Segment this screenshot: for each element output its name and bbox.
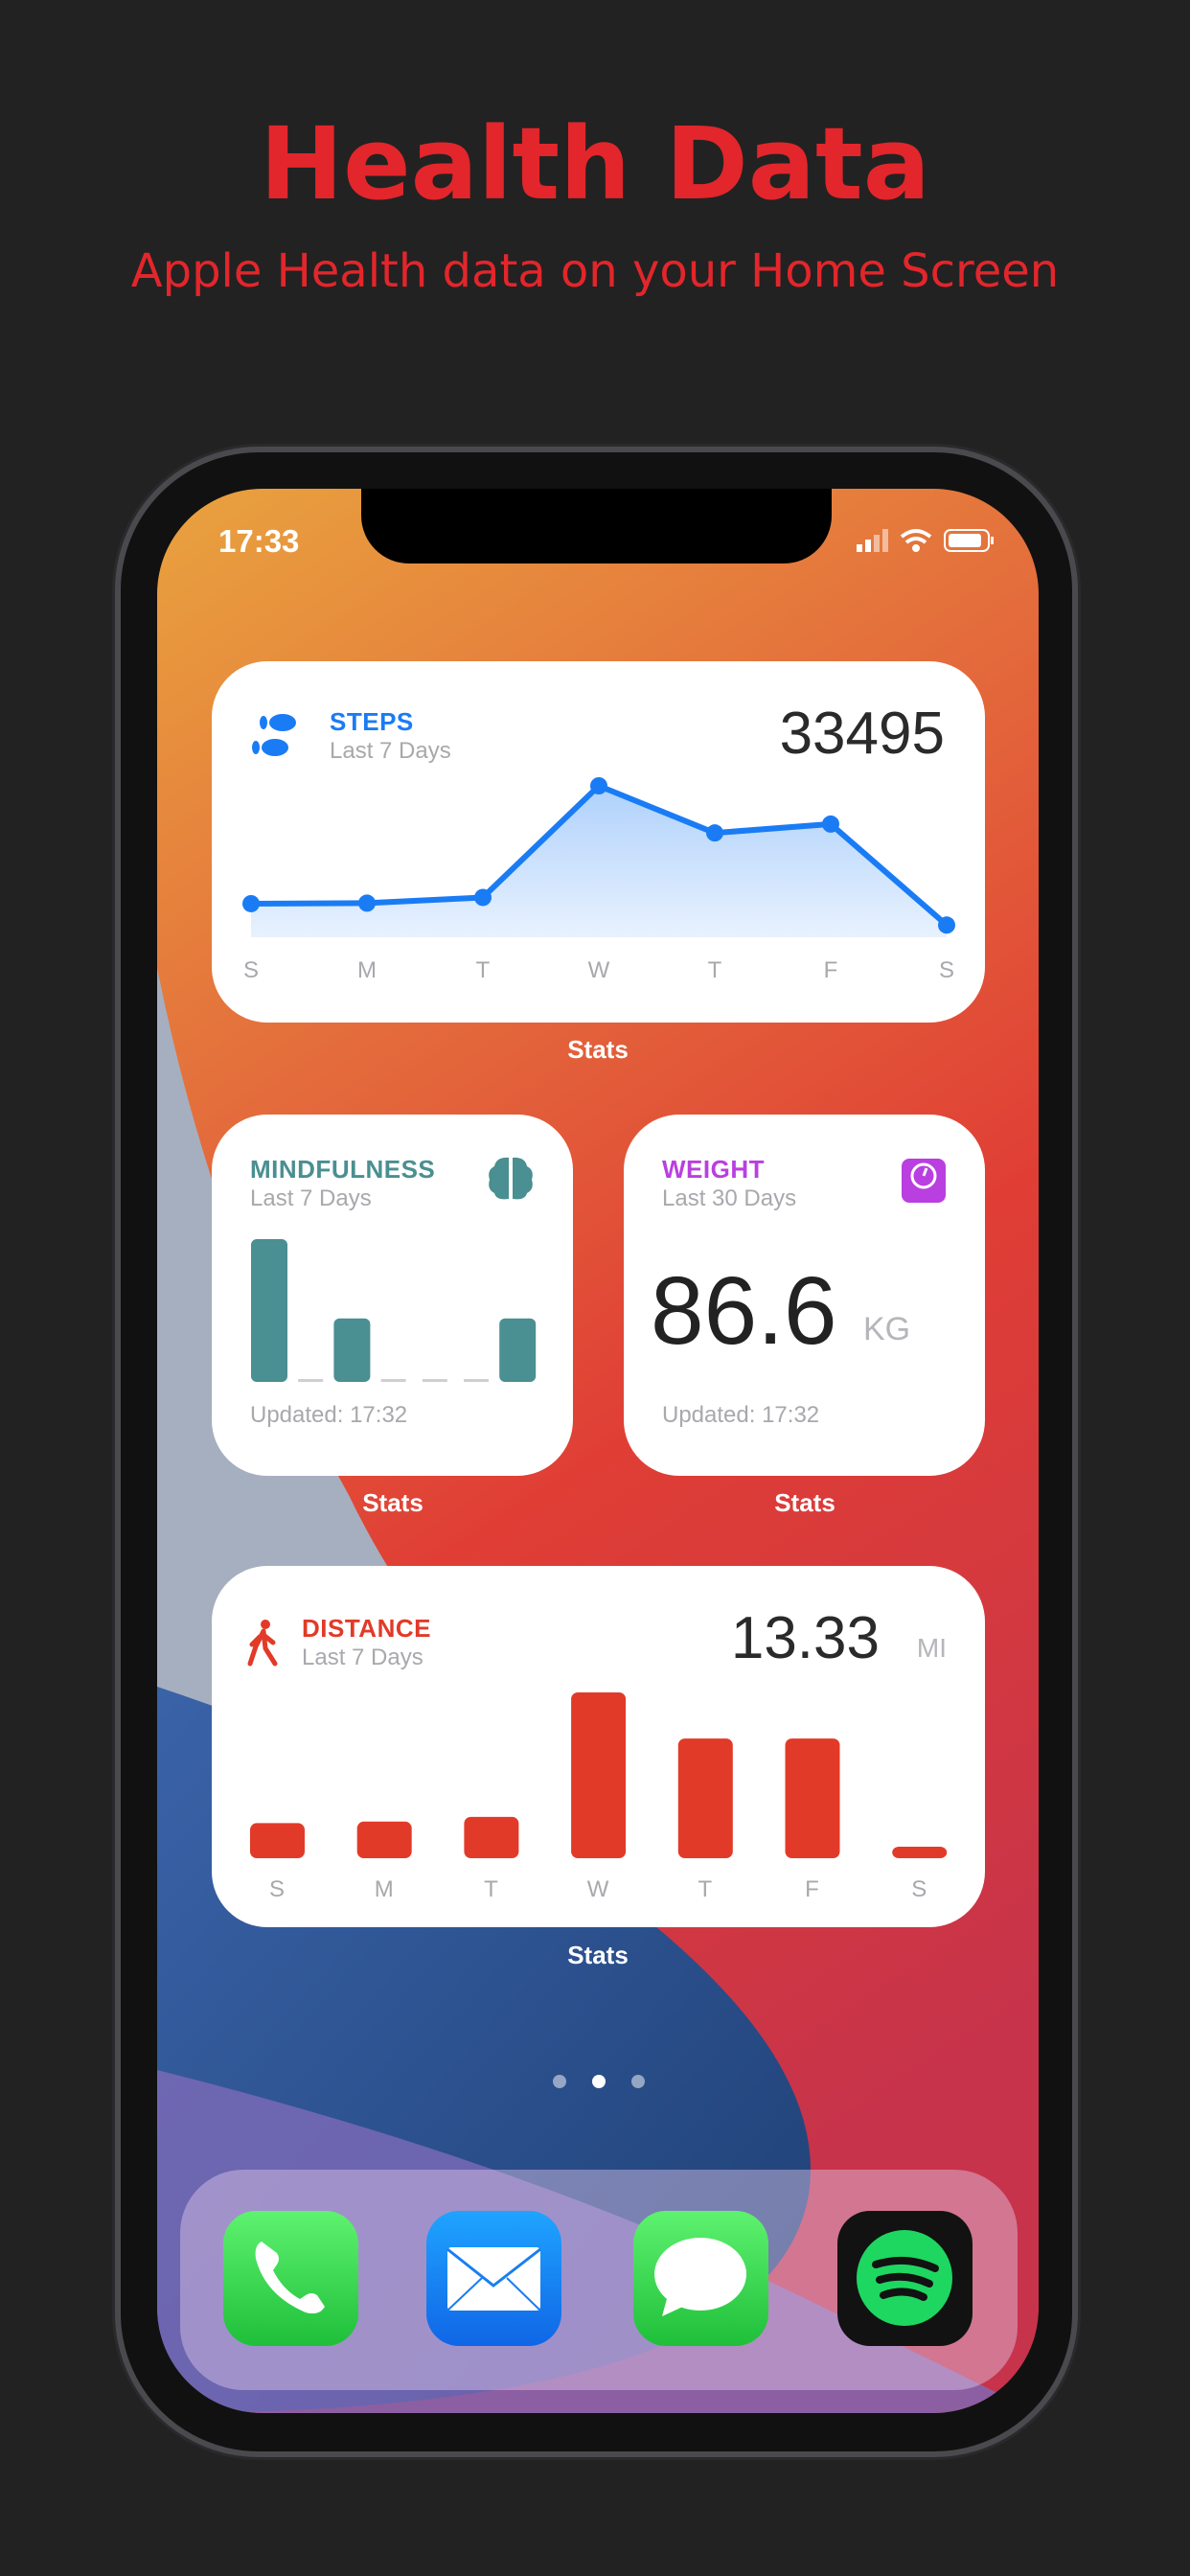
dock [180, 2170, 1018, 2390]
x-tick-label: S [243, 957, 259, 983]
mindfulness-widget[interactable]: MINDFULNESS Last 7 Days Updated: 17:32 [212, 1115, 573, 1476]
steps-title: STEPS [330, 707, 414, 736]
signal-icon [857, 529, 888, 552]
x-tick-label: S [911, 1876, 927, 1902]
walking-icon [247, 1620, 278, 1667]
distance-bar [250, 1823, 305, 1858]
steps-point [938, 916, 955, 934]
mail-app-icon[interactable] [426, 2211, 561, 2346]
mindfulness-empty-bar [298, 1379, 324, 1382]
distance-unit: MI [916, 1633, 947, 1663]
mindfulness-app-label: Stats [362, 1488, 423, 1517]
x-tick-label: W [588, 957, 610, 983]
distance-bar [785, 1738, 840, 1858]
distance-bar [892, 1847, 948, 1858]
weight-widget[interactable]: WEIGHT Last 30 Days 86.6 KG Updated: 17:… [624, 1115, 985, 1476]
speech-bubble-icon [654, 2238, 746, 2316]
x-tick-label: M [357, 957, 377, 983]
distance-bar [356, 1821, 412, 1858]
spotify-app-icon[interactable] [837, 2211, 973, 2346]
x-tick-label: T [698, 1876, 712, 1902]
mindfulness-empty-bar [422, 1379, 447, 1382]
messages-app-icon[interactable] [633, 2211, 768, 2346]
distance-widget[interactable]: DISTANCE Last 7 Days 13.33 MI S M T W T F S [212, 1566, 985, 1927]
envelope-icon [446, 2247, 541, 2312]
x-tick-label: M [375, 1876, 394, 1902]
mindfulness-empty-bar [464, 1379, 489, 1382]
footprints-icon [252, 714, 296, 756]
mindfulness-subtitle: Last 7 Days [250, 1185, 372, 1211]
home-screen: 17:33 STEPS Last 7 Days 33495 S M T W T F S St… [157, 489, 1039, 2413]
steps-app-label: Stats [567, 1035, 629, 1064]
steps-point [474, 888, 492, 907]
steps-point [590, 777, 607, 794]
mindfulness-bar [251, 1239, 287, 1382]
distance-bar [464, 1816, 519, 1858]
x-tick-label: T [484, 1876, 498, 1902]
x-tick-label: T [708, 957, 722, 983]
weight-updated: Updated: 17:32 [662, 1402, 820, 1428]
mindfulness-title: MINDFULNESS [250, 1155, 436, 1184]
distance-title: DISTANCE [302, 1614, 431, 1643]
distance-bar [571, 1692, 627, 1858]
distance-bar [677, 1738, 733, 1858]
weight-title: WEIGHT [662, 1155, 765, 1184]
distance-value: 13.33 [730, 1605, 880, 1671]
battery-icon [944, 529, 994, 552]
steps-point [242, 894, 260, 912]
phone-icon [255, 2242, 325, 2314]
weight-subtitle: Last 30 Days [662, 1185, 797, 1211]
brain-icon [489, 1157, 533, 1200]
steps-value: 33495 [779, 701, 945, 767]
weight-unit: KG [863, 1311, 911, 1347]
page-subtitle: Apple Health data on your Home Screen [130, 244, 1060, 298]
steps-point [358, 894, 376, 912]
x-tick-label: S [939, 957, 954, 983]
spotify-icon [857, 2230, 952, 2326]
phone-app-icon[interactable] [223, 2211, 358, 2346]
weight-value: 86.6 [651, 1257, 837, 1365]
x-tick-label: T [476, 957, 491, 983]
steps-subtitle: Last 7 Days [330, 738, 451, 764]
steps-point [822, 815, 839, 833]
mindfulness-bar [333, 1318, 371, 1382]
x-tick-label: F [805, 1876, 819, 1902]
steps-point [706, 824, 723, 842]
page-dot-active[interactable] [592, 2075, 606, 2088]
mindfulness-bar [499, 1318, 537, 1382]
page-dot[interactable] [631, 2075, 645, 2088]
notch [361, 489, 832, 564]
scale-icon [902, 1159, 946, 1203]
wifi-icon [900, 529, 932, 552]
x-tick-label: S [269, 1876, 285, 1902]
steps-area [251, 786, 947, 937]
mindfulness-chart [251, 1239, 537, 1382]
page-dot[interactable] [553, 2075, 566, 2088]
x-tick-label: W [587, 1876, 609, 1902]
page-title: Health Data [260, 105, 930, 222]
steps-widget[interactable]: STEPS Last 7 Days 33495 S M T W T F S [212, 661, 985, 1023]
mindfulness-empty-bar [380, 1379, 406, 1382]
distance-app-label: Stats [567, 1941, 629, 1969]
status-time: 17:33 [218, 523, 300, 559]
mindfulness-updated: Updated: 17:32 [250, 1402, 408, 1428]
distance-subtitle: Last 7 Days [302, 1644, 423, 1670]
weight-app-label: Stats [774, 1488, 835, 1517]
x-tick-label: F [824, 957, 838, 983]
